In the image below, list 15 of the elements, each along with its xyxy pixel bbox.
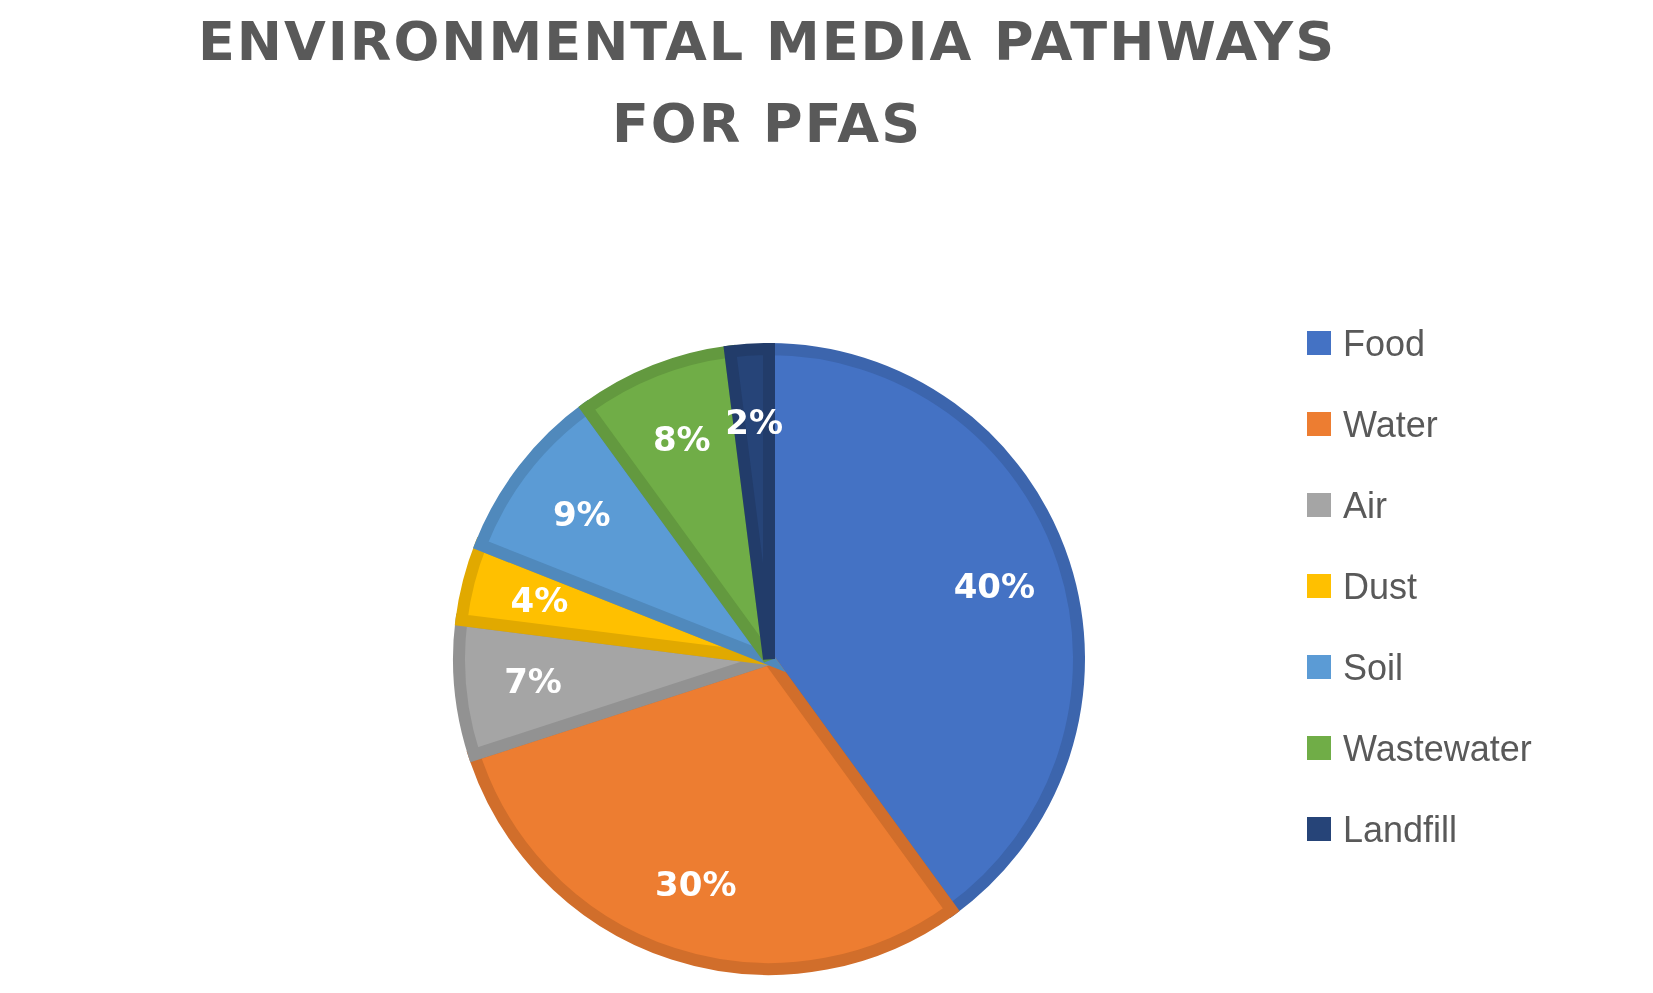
legend-label: Dust	[1343, 565, 1418, 607]
legend-label: Landfill	[1343, 808, 1458, 850]
data-label: 9%	[552, 493, 611, 534]
legend-label: Air	[1343, 484, 1388, 526]
data-label: 30%	[655, 864, 737, 905]
legend-label: Soil	[1343, 646, 1404, 688]
data-label: 8%	[652, 418, 711, 459]
chart-title: ENVIRONMENTAL MEDIA PATHWAYS FOR PFAS	[197, 10, 1337, 155]
data-label: 40%	[953, 565, 1036, 606]
legend-label: Wastewater	[1343, 727, 1532, 769]
data-label: 4%	[510, 579, 569, 620]
data-label: 2%	[725, 402, 783, 443]
legend-label: Food	[1343, 322, 1426, 364]
data-label: 7%	[504, 661, 562, 702]
legend-label: Water	[1343, 403, 1438, 445]
